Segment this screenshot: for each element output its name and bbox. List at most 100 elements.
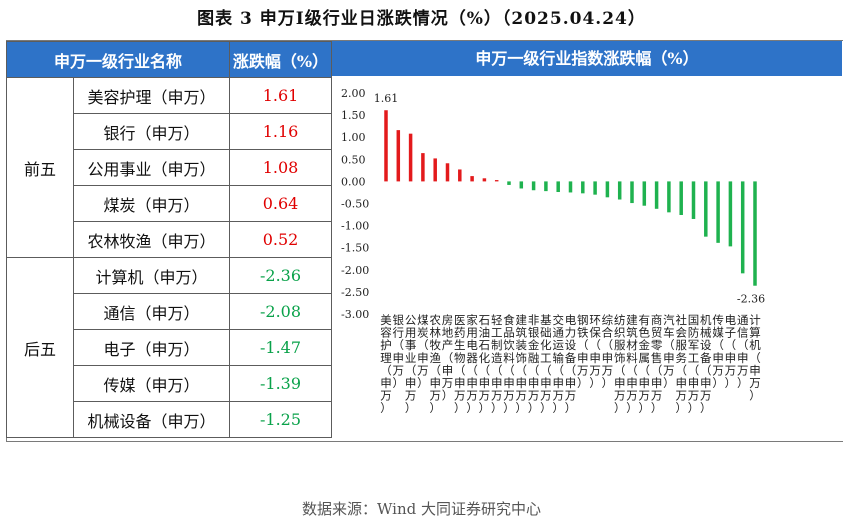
bar [716, 181, 720, 243]
industry-name: 电子（申万） [73, 329, 230, 366]
x-category-label: 非银金融（申万） [528, 313, 540, 415]
x-category-label: 建筑装饰（申万） [516, 313, 528, 415]
table-row: 传媒（申万） -1.39 [7, 365, 332, 402]
bar [605, 181, 610, 198]
header-change: 涨跌幅（%） [229, 41, 332, 78]
bar [408, 133, 413, 182]
y-tick-label: -3.00 [341, 308, 369, 321]
bar [679, 181, 683, 215]
industry-change-bar-chart: 2.00 1.50 1.00 0.50 0.00 -0.50 -1.00 -1.50 -2.00… [341, 87, 765, 415]
industry-name: 银行（申万） [73, 113, 230, 150]
bar [384, 110, 388, 182]
x-category-label: 有色金属（申万） [639, 313, 651, 415]
x-category-label: 钢铁（申万） [577, 313, 589, 390]
industry-change: 1.16 [229, 113, 332, 150]
bar [421, 153, 425, 182]
industry-name: 通信（申万） [73, 293, 230, 330]
y-tick-label: -0.50 [341, 198, 369, 211]
x-category-label: 煤炭（申万） [417, 313, 429, 390]
x-category-label: 银行（申万） [393, 313, 405, 390]
bar [445, 163, 450, 182]
table-header-row: 申万一级行业名称 涨跌幅（%） [6, 41, 332, 78]
x-category-label: 基础化工（申万） [540, 313, 552, 415]
max-data-label: 1.61 [374, 92, 399, 105]
industry-name: 美容护理（申万） [73, 77, 230, 114]
y-tick-label: -1.00 [341, 220, 369, 233]
x-category-label: 食品饮料（申万） [503, 313, 515, 415]
industry-change: -1.39 [229, 365, 332, 402]
x-category-label: 商贸零售（申万） [651, 313, 663, 415]
table-row: 银行（申万） 1.16 [7, 113, 332, 150]
y-tick-label: 1.00 [341, 131, 366, 144]
x-category-label: 美容护理（申万） [380, 313, 392, 415]
x-category-label: 国防军工（申万） [688, 313, 700, 415]
industry-name: 传媒（申万） [73, 365, 230, 402]
group-label-bottom: 后五 [6, 257, 74, 438]
industry-name: 计算机（申万） [73, 257, 230, 294]
x-category-label: 综合（申万） [602, 313, 614, 390]
industry-change: -2.36 [229, 257, 332, 294]
industry-change: -1.25 [229, 401, 332, 438]
x-category-label: 机械设备（申万） [700, 313, 712, 415]
industry-change: -1.47 [229, 329, 332, 366]
x-category-label: 电力设备（申万） [565, 313, 577, 415]
x-category-label: 轻工制造（申万） [491, 313, 503, 415]
bar [494, 180, 499, 182]
bar [691, 181, 696, 219]
x-category-label: 房地产（申万） [442, 313, 454, 403]
bar [642, 181, 647, 206]
x-category-label: 交通运输（申万） [552, 313, 564, 415]
industry-name: 机械设备（申万） [73, 401, 230, 438]
table-row: 煤炭（申万） 0.64 [7, 185, 332, 222]
x-category-label: 家用电器（申万） [466, 313, 478, 415]
y-tick-label: 0.00 [341, 175, 366, 188]
group-label-top: 前五 [6, 77, 74, 258]
x-category-label: 医药生物（申万） [454, 313, 466, 415]
x-category-label: 汽车（申万） [663, 313, 675, 390]
industry-change: 0.52 [229, 221, 332, 258]
industry-change: 0.64 [229, 185, 332, 222]
x-category-label: 纺织服饰（申万） [614, 313, 626, 415]
table-row: 通信（申万） -2.08 [7, 293, 332, 330]
bar [593, 181, 597, 195]
ranking-table: 申万一级行业名称 涨跌幅（%） 前五 美容护理（申万） 1.61 银行（申万） … [6, 41, 332, 438]
bar [753, 181, 757, 286]
bar [556, 181, 560, 193]
industry-change: -2.08 [229, 293, 332, 330]
x-category-label: 建筑材料（申万） [626, 313, 638, 415]
bar [519, 181, 524, 189]
bar [581, 181, 585, 194]
bar [544, 181, 548, 192]
x-category-label: 电子（申万） [725, 313, 737, 390]
bar [728, 181, 733, 247]
bar [667, 181, 671, 213]
table-row: 前五 美容护理（申万） 1.61 [6, 77, 332, 258]
industry-name: 农林牧渔（申万） [73, 221, 230, 258]
x-category-label: 计算机（申万） [749, 313, 761, 403]
y-tick-label: -2.00 [341, 264, 369, 277]
table-row: 后五 计算机（申万） -2.36 [6, 257, 332, 438]
header-industry-name: 申万一级行业名称 [6, 41, 230, 78]
bar [470, 176, 474, 182]
bar [740, 181, 745, 274]
y-tick-label: 2.00 [341, 87, 366, 100]
x-category-label: 环保（申万） [589, 313, 601, 390]
bar [568, 181, 573, 193]
y-tick-label: 0.50 [341, 153, 366, 166]
figure-title: 图表 3 申万Ⅰ级行业日涨跌情况（%）（2025.04.24） [197, 9, 646, 29]
bar [458, 169, 462, 182]
bar [482, 178, 487, 182]
x-category-label: 传媒（申万） [712, 313, 724, 390]
x-category-label: 通信（申万） [737, 313, 749, 390]
bar [396, 130, 401, 182]
x-category-label: 石油石化（申万） [479, 313, 491, 415]
data-source-note: 数据来源：Wind 大同证券研究中心 [302, 500, 541, 518]
y-tick-label: -1.50 [341, 242, 369, 255]
bar [433, 158, 437, 182]
industry-change: 1.08 [229, 149, 332, 186]
bar [704, 181, 708, 237]
chart-header: 申万一级行业指数涨跌幅（%） [332, 41, 842, 76]
y-tick-label: 1.50 [341, 109, 366, 122]
table-row: 电子（申万） -1.47 [7, 329, 332, 366]
x-category-label: 农林牧渔（申万） [429, 313, 441, 415]
